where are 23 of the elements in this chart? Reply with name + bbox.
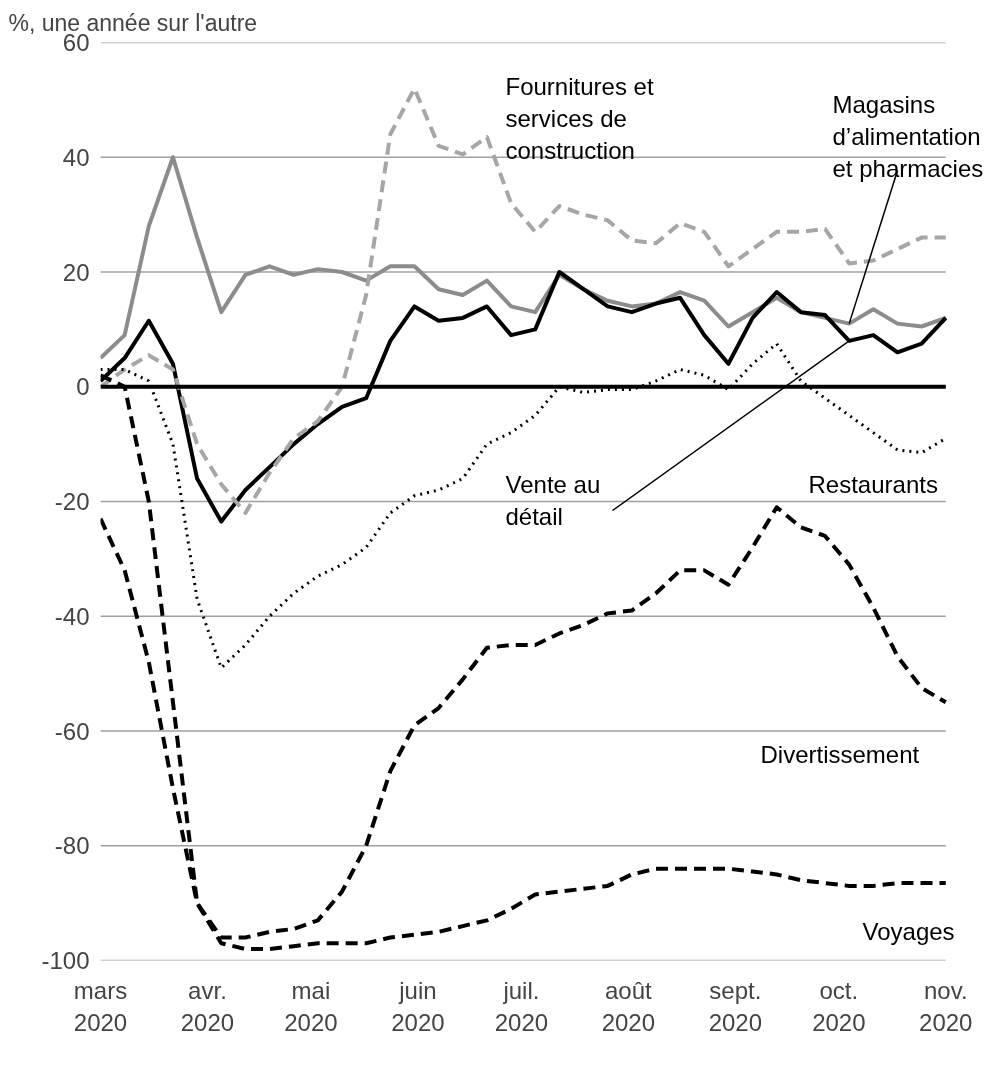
x-tick-label: avr. 2020 xyxy=(180,976,235,1036)
annotation: Voyages xyxy=(862,917,955,945)
annotation: Restaurants xyxy=(808,470,938,498)
y-tick-label: -40 xyxy=(54,602,90,630)
x-tick-label: sept. 2020 xyxy=(708,976,763,1036)
annotation: Magasins d’alimentation et pharmacies xyxy=(832,90,984,183)
y-tick-label: 20 xyxy=(62,258,90,286)
x-tick-label: mai 2020 xyxy=(284,976,338,1036)
x-tick-label: oct. 2020 xyxy=(812,976,866,1036)
y-tick-label: -20 xyxy=(54,488,90,515)
annotation: Divertissement xyxy=(760,740,920,768)
annotation: Fournitures et services de construction xyxy=(505,72,654,165)
y-tick-label: -60 xyxy=(54,717,90,745)
x-tick-label: mars 2020 xyxy=(73,976,128,1036)
y-tick-label: 0 xyxy=(76,373,90,401)
x-tick-label: juil. 2020 xyxy=(494,976,549,1036)
x-tick-label: nov. 2020 xyxy=(919,976,973,1036)
y-tick-label: -100 xyxy=(41,947,90,974)
y-tick-label: 40 xyxy=(62,143,90,171)
x-tick-label: juin 2020 xyxy=(391,976,445,1036)
y-tick-label: -80 xyxy=(54,832,90,860)
x-tick-label: août 2020 xyxy=(601,976,656,1036)
annotation: Vente au détail xyxy=(505,470,601,530)
